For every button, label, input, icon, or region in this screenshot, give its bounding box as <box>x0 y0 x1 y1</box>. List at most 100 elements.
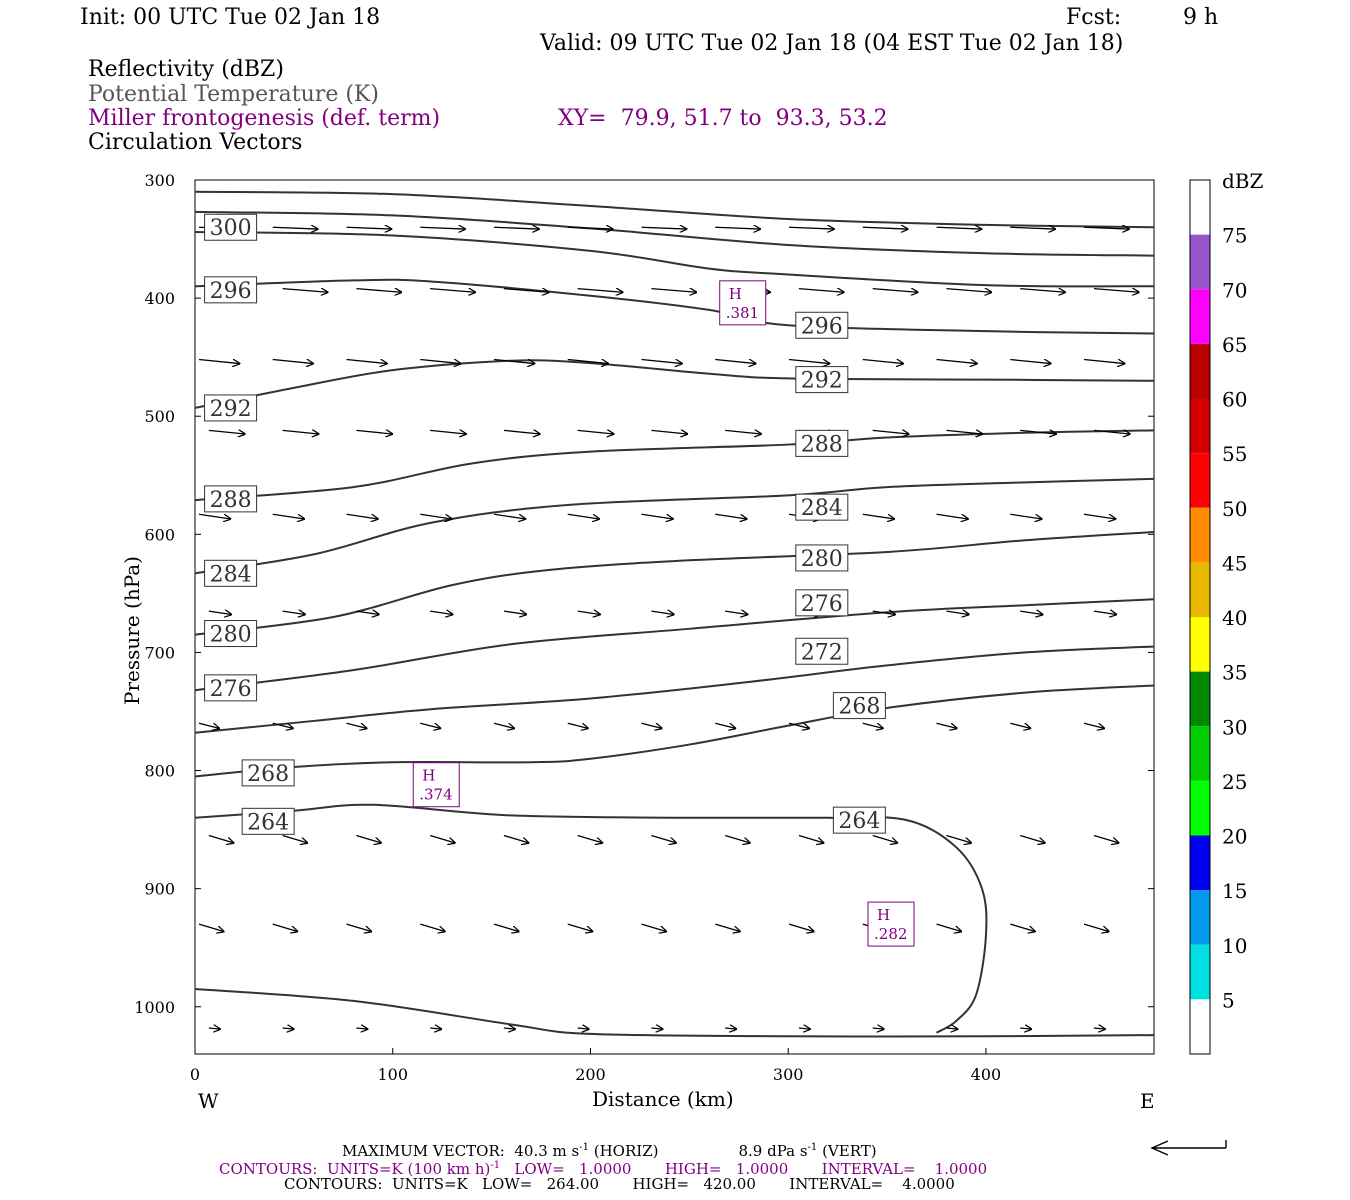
isentrope-line <box>194 210 1155 257</box>
circulation-vector <box>503 611 527 614</box>
colorbar-level-label: 45 <box>1222 551 1247 575</box>
circulation-vector <box>946 289 991 293</box>
colorbar-level-label: 70 <box>1222 278 1247 302</box>
colorbar-swatch <box>1190 890 1210 945</box>
circulation-vector <box>936 227 982 229</box>
colorbar-swatch <box>1190 234 1210 290</box>
circulation-vector <box>1010 358 1050 364</box>
isentrope-label: 280 <box>801 547 843 572</box>
circulation-vector <box>577 611 601 614</box>
isentrope-label: 276 <box>801 592 843 617</box>
isentrope-label-box <box>204 213 258 241</box>
circulation-vector <box>577 1028 589 1029</box>
y-tick-label: 1000 <box>134 998 175 1017</box>
circulation-vector <box>789 227 834 229</box>
colorbar-swatch <box>1190 180 1210 235</box>
isentrope-label-box <box>832 806 886 834</box>
circulation-vector <box>1020 1028 1031 1029</box>
isentrope-label: 280 <box>210 623 252 648</box>
isentrope-label-box <box>204 394 258 422</box>
colorbar-frame <box>1189 179 1211 1055</box>
frontogenesis-high-box <box>719 280 767 326</box>
y-tick-label: 700 <box>144 643 175 662</box>
colorbar-level-label: 5 <box>1222 988 1235 1012</box>
circulation-vector <box>198 722 219 728</box>
frontogenesis-contours-info: CONTOURS: UNITS=K (100 km h)-1 LOW= 1.00… <box>219 1160 988 1178</box>
circulation-vector <box>641 722 662 728</box>
circulation-vector <box>715 722 735 728</box>
isentrope-label-box <box>241 807 295 835</box>
isentrope-label-box <box>795 544 849 572</box>
isentrope-label-box <box>795 637 849 665</box>
colorbar-swatch <box>1190 398 1210 454</box>
field-reflectivity: Reflectivity (dBZ) <box>88 57 284 82</box>
isentrope-label: 292 <box>210 397 252 422</box>
y-tick-label: 400 <box>144 289 175 308</box>
circulation-vector <box>641 358 683 364</box>
circulation-vector <box>208 1028 220 1029</box>
circulation-vector <box>1020 289 1065 293</box>
plot-frame <box>194 179 1155 1055</box>
colorbar-swatch <box>1190 617 1210 672</box>
frontogenesis-high-letter: H <box>422 767 435 785</box>
isentrope-line <box>194 530 1155 636</box>
circulation-vector <box>1083 513 1116 519</box>
circulation-vector <box>282 611 306 614</box>
isentrope-label-box <box>204 559 258 587</box>
circulation-vector <box>346 923 372 931</box>
east-label: E <box>1140 1089 1155 1113</box>
isentrope-label-box <box>795 429 849 457</box>
circulation-vector <box>346 358 388 364</box>
circulation-vector <box>1093 611 1117 614</box>
isentrope-label-box <box>795 311 849 339</box>
circulation-vector <box>1093 430 1130 434</box>
field-theta: Potential Temperature (K) <box>88 82 379 107</box>
circulation-vector <box>1083 722 1104 728</box>
circulation-vector <box>272 513 305 519</box>
circulation-vector <box>493 513 525 519</box>
isentrope-label-box <box>204 674 258 702</box>
field-frontogenesis: Miller frontogenesis (def. term) <box>88 106 441 131</box>
y-tick-label: 900 <box>144 880 175 899</box>
colorbar-swatch <box>1190 944 1210 1000</box>
x-axis-label: Distance (km) <box>592 1087 734 1111</box>
colorbar-level-label: 50 <box>1222 497 1247 521</box>
colorbar-level-label: 25 <box>1222 770 1247 794</box>
circulation-vector <box>356 611 379 614</box>
circulation-vector <box>1010 722 1030 728</box>
colorbar-level-label: 55 <box>1222 442 1247 466</box>
circulation-vector <box>1093 1028 1105 1029</box>
circulation-vector <box>936 722 957 728</box>
circulation-vector <box>788 923 814 931</box>
circulation-vector <box>1020 430 1056 434</box>
colorbar-level-label: 65 <box>1222 333 1247 357</box>
circulation-vector <box>715 513 747 519</box>
x-tick-label: 200 <box>575 1065 606 1084</box>
circulation-vector <box>282 1028 294 1029</box>
circulation-vector <box>272 227 318 229</box>
colorbar-level-label: 40 <box>1222 606 1247 630</box>
circulation-vector <box>872 1028 884 1029</box>
circulation-vector <box>788 722 809 728</box>
frontogenesis-high-box <box>412 762 460 808</box>
circulation-vector <box>862 513 895 519</box>
colorbar-swatch <box>1190 562 1210 617</box>
circulation-vector <box>420 227 465 229</box>
circulation-vector <box>493 227 539 229</box>
colorbar-level-label: 75 <box>1222 224 1247 248</box>
circulation-vector <box>936 513 969 519</box>
circulation-vector <box>272 722 293 728</box>
colorbar-swatch <box>1190 507 1210 563</box>
isentrope-line <box>194 598 1155 692</box>
circulation-vector <box>282 289 328 293</box>
circulation-vector <box>346 513 379 519</box>
circulation-vector <box>430 430 466 434</box>
circulation-vector <box>420 513 452 519</box>
fcst-value: 9 h <box>1183 5 1219 30</box>
circulation-vector <box>198 923 224 931</box>
isentrope-label: 276 <box>210 677 252 702</box>
isentrope-line <box>194 645 1155 734</box>
x-tick-label: 400 <box>971 1065 1002 1084</box>
circulation-vector <box>1083 923 1109 931</box>
